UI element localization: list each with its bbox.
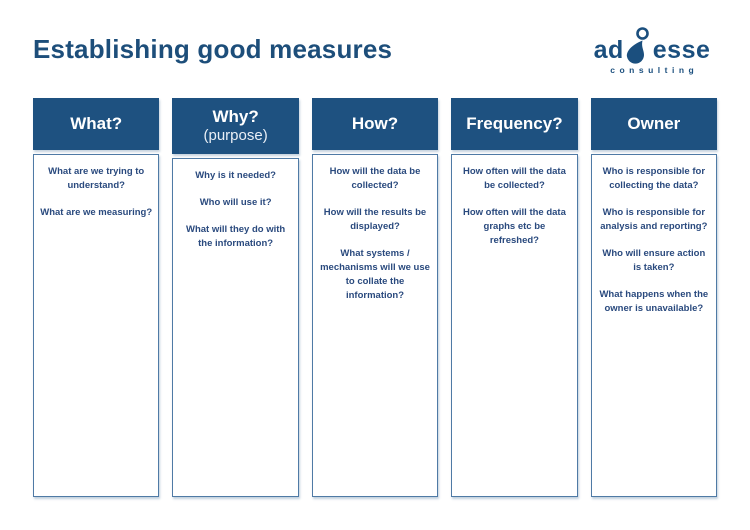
question: Who is responsible for analysis and repo… [600,207,708,232]
column-what: What? What are we trying to understand? … [33,98,160,497]
question: What are we trying to understand? [48,166,145,191]
question: Who is responsible for collecting the da… [602,166,706,191]
column-owner: Owner Who is responsible for collecting … [590,98,718,497]
column-header-label: Why? [212,107,259,127]
column-header-label: Frequency? [466,113,563,133]
question: What happens when the owner is unavailab… [599,289,709,314]
question: How often will the data graphs etc be re… [462,207,566,246]
question: What are we measuring? [40,207,153,218]
question: What will they do with the information? [186,224,286,249]
question: Who will ensure action is taken? [602,248,706,273]
column-what-body: What are we trying to understand? What a… [33,154,160,497]
question: Who will use it? [199,197,272,208]
column-frequency: Frequency? How often will the data be co… [451,98,578,497]
droplet-icon [625,26,652,66]
question: How often will the data be collected? [462,166,566,191]
logo-text-esse: esse [652,36,711,64]
column-how-header: How? [311,98,439,150]
column-header-label: How? [351,113,399,133]
logo: ad esse consulting [584,26,720,75]
question: How will the results be displayed? [323,207,427,232]
column-what-header: What? [33,98,160,150]
column-header-subtitle: (purpose) [203,126,268,144]
column-why: Why? (purpose) Why is it needed? Who wil… [172,98,299,497]
column-owner-header: Owner [590,98,718,150]
column-owner-body: Who is responsible for collecting the da… [590,154,718,497]
columns-grid: What? What are we trying to understand? … [33,98,718,497]
logo-text-ad: ad [593,36,624,64]
column-how-body: How will the data be collected? How will… [311,154,439,497]
column-frequency-header: Frequency? [451,98,578,150]
column-header-label: What? [70,113,123,133]
column-frequency-body: How often will the data be collected? Ho… [451,154,578,497]
page-title: Establishing good measures [33,34,393,64]
column-how: How? How will the data be collected? How… [311,98,439,497]
column-header-label: Owner [627,113,681,133]
question: Why is it needed? [195,170,276,181]
logo-wordmark: ad esse [584,26,720,66]
column-why-body: Why is it needed? Who will use it? What … [172,158,299,497]
column-why-header: Why? (purpose) [172,98,299,154]
question: What systems / mechanisms will we use to… [320,248,430,301]
logo-subtitle: consulting [610,65,699,75]
question: How will the data be collected? [329,166,421,191]
